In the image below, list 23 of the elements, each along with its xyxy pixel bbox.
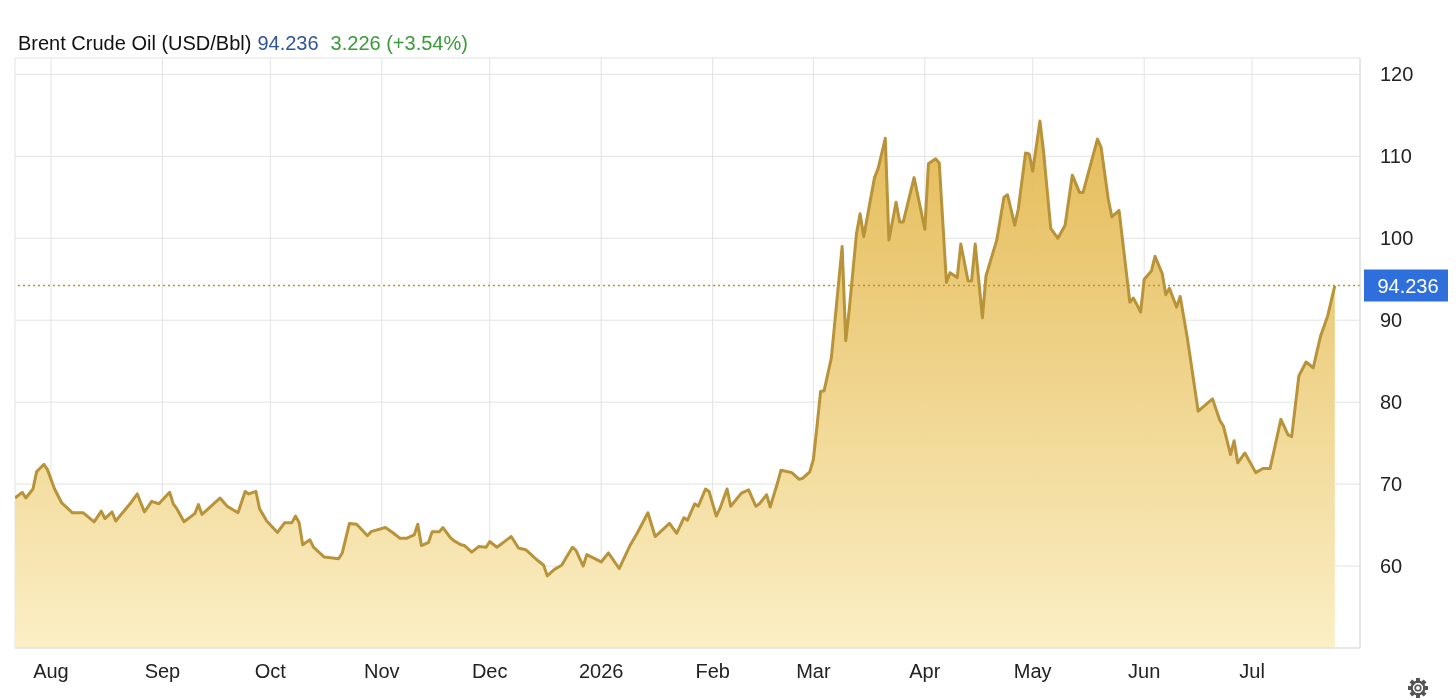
y-tick-label: 100	[1380, 227, 1414, 250]
chart-title: Brent Crude Oil (USD/Bbl)	[18, 32, 252, 54]
y-tick-label: 110	[1380, 145, 1412, 168]
x-tick-label: Aug	[33, 660, 69, 683]
x-tick-label: 2026	[578, 660, 624, 683]
x-tick-label: Apr	[909, 660, 941, 683]
x-tick-label: Dec	[471, 660, 508, 683]
x-tick-label: Sep	[144, 660, 181, 683]
text: 94.236	[257, 32, 319, 54]
y-tick-label: 70	[1380, 473, 1403, 496]
ref-line-label: 94.236	[1377, 274, 1439, 297]
x-tick-label: Mar	[796, 660, 831, 683]
y-tick-label: 80	[1380, 391, 1403, 414]
y-tick-label: 120	[1380, 63, 1414, 86]
text: 3.226 (+3.54%)	[330, 32, 468, 54]
x-tick-label: Oct	[254, 660, 287, 683]
x-tick-label: Nov	[364, 660, 400, 683]
x-tick-label: May	[1013, 660, 1052, 683]
y-tick-label: 60	[1380, 555, 1403, 578]
x-tick-label: Jul	[1239, 660, 1265, 683]
y-tick-label: 90	[1380, 309, 1403, 332]
x-tick-label: Jun	[1128, 660, 1161, 683]
x-tick-label: Feb	[695, 660, 730, 683]
